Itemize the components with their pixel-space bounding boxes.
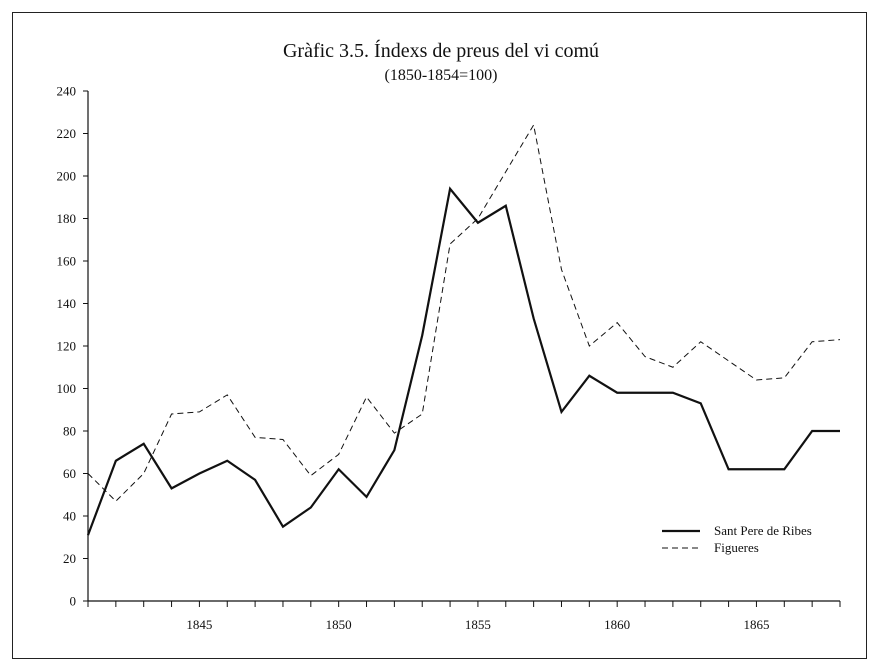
y-tick-label: 100: [57, 381, 77, 396]
y-tick-label: 120: [57, 339, 77, 354]
chart-frame: [12, 12, 867, 659]
x-tick-label: 1855: [465, 617, 491, 632]
legend-label-sant-pere-de-ribes: Sant Pere de Ribes: [714, 523, 812, 538]
x-tick-label: 1860: [604, 617, 630, 632]
y-tick-label: 140: [57, 296, 77, 311]
y-tick-label: 60: [63, 466, 76, 481]
x-tick-label: 1850: [326, 617, 352, 632]
y-tick-label: 80: [63, 424, 76, 439]
legend-label-figueres: Figueres: [714, 540, 759, 555]
series-line-figueres: [87, 123, 841, 502]
series-layer: [86, 123, 841, 536]
y-tick-label: 200: [57, 169, 77, 184]
axes: 0 20 40 60 80 100 120 140 160 180 200 220 240 1845 185…: [57, 84, 841, 632]
y-tick-label: 20: [63, 551, 76, 566]
y-tick-label: 160: [57, 254, 77, 269]
y-tick-label: 0: [70, 594, 77, 609]
chart-subtitle: (1850-1854=100): [384, 67, 497, 84]
x-tick-label: 1845: [186, 617, 212, 632]
chart-title: Gràfic 3.5. Índexs de preus del vi comú: [283, 39, 599, 62]
series-line-sant-pere-de-ribes: [86, 186, 840, 536]
y-tick-label: 180: [57, 211, 77, 226]
y-tick-label: 40: [63, 509, 76, 524]
x-tick-label: 1865: [743, 617, 769, 632]
legend: Sant Pere de Ribes Figueres: [662, 523, 812, 555]
y-tick-label: 240: [57, 84, 77, 99]
y-tick-label: 220: [57, 126, 77, 141]
